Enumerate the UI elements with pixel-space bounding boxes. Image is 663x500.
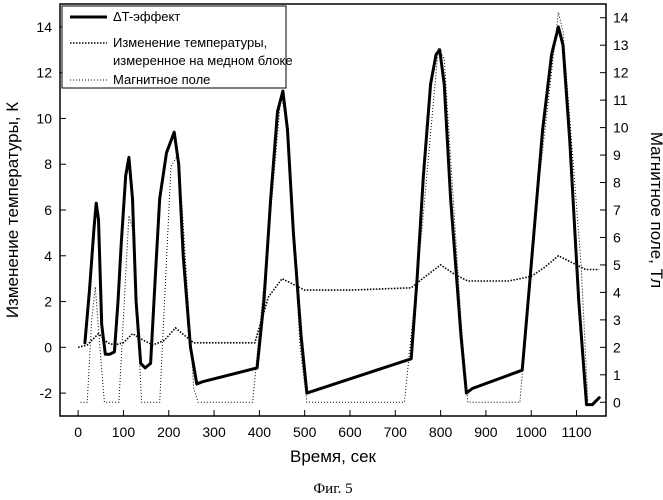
y-tick-label-right: 13 xyxy=(613,37,629,53)
y-tick-label-right: 5 xyxy=(613,257,621,273)
x-tick-label: 300 xyxy=(202,424,226,440)
y-tick-label-right: 8 xyxy=(613,175,621,191)
y-tick-label-left: 6 xyxy=(44,202,52,218)
y-tick-label-right: 14 xyxy=(613,10,629,26)
x-tick-label: 500 xyxy=(293,424,317,440)
x-axis-title: Время, сек xyxy=(290,447,377,466)
y-tick-label-right: 12 xyxy=(613,65,629,81)
x-tick-label: 0 xyxy=(74,424,82,440)
y-tick-label-left: 4 xyxy=(44,248,52,264)
y-tick-label-right: 10 xyxy=(613,120,629,136)
legend-label-dt-effect: ΔT-эффект xyxy=(113,9,180,24)
y-tick-label-left: 8 xyxy=(44,156,52,172)
y-tick-label-right: 3 xyxy=(613,312,621,328)
y-tick-label-right: 9 xyxy=(613,147,621,163)
y-tick-label-right: 4 xyxy=(613,284,621,300)
figure-caption: Фиг. 5 xyxy=(313,481,352,497)
x-tick-label: 200 xyxy=(157,424,181,440)
y-tick-label-right: 0 xyxy=(613,394,621,410)
x-tick-label: 1100 xyxy=(561,424,591,440)
y-tick-label-left: 2 xyxy=(44,294,52,310)
y-axis-title-left: Изменение температуры, К xyxy=(3,102,22,318)
x-tick-label: 800 xyxy=(429,424,453,440)
y-tick-label-left: 14 xyxy=(36,19,52,35)
y-tick-label-left: 12 xyxy=(36,65,52,81)
y-tick-label-right: 1 xyxy=(613,367,621,383)
x-tick-label: 600 xyxy=(338,424,362,440)
legend-label-temperature-line1: Изменение температуры, xyxy=(113,35,267,50)
x-tick-label: 700 xyxy=(384,424,408,440)
legend: ΔT-эффект Изменение температуры, измерен… xyxy=(62,6,293,88)
y-tick-label-right: 2 xyxy=(613,339,621,355)
y-tick-label-right: 7 xyxy=(613,202,621,218)
y-tick-label-right: 6 xyxy=(613,229,621,245)
y-axis-title-right: Магнитное поле, Тл xyxy=(647,132,663,288)
y-tick-label-right: 11 xyxy=(613,92,628,108)
x-tick-label: 100 xyxy=(112,424,136,440)
legend-label-magnetic-field: Магнитное поле xyxy=(113,72,210,87)
x-tick-label: 400 xyxy=(248,424,272,440)
y-tick-label-left: 10 xyxy=(36,110,52,126)
y-tick-label-left: 0 xyxy=(44,339,52,355)
x-tick-label: 1000 xyxy=(516,424,547,440)
y-tick-label-left: -2 xyxy=(40,385,53,401)
x-tick-label: 900 xyxy=(474,424,498,440)
legend-label-temperature-line2: измеренное на медном блоке xyxy=(113,53,293,68)
chart: 010020030040050060070080090010001100-202… xyxy=(0,0,663,500)
